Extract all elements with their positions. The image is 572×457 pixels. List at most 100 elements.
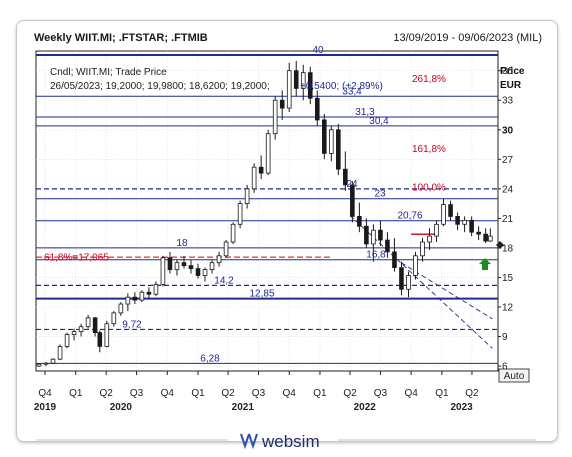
candle-body-32 — [258, 166, 264, 174]
candle-body-22 — [188, 265, 194, 269]
up-arrow-icon — [479, 258, 491, 270]
candle-11 — [111, 310, 117, 327]
x-year-label-1: 2020 — [110, 402, 133, 413]
candle-5 — [71, 328, 77, 341]
level-label-4: 24 — [346, 179, 358, 190]
candle-17 — [153, 281, 159, 297]
candle-22 — [188, 259, 194, 274]
candle-33 — [265, 129, 271, 176]
candle-body-19 — [167, 257, 173, 270]
fib-label-2: 100,0% — [412, 182, 446, 193]
x-tick-label-12: Q4 — [404, 388, 418, 399]
level-label-10: 12,85 — [249, 289, 274, 300]
x-tick-label-13: Q1 — [435, 388, 449, 399]
candle-27 — [223, 240, 229, 258]
x-tick-label-4: Q4 — [161, 388, 175, 399]
candle-14 — [132, 292, 138, 305]
x-tick-label-3: Q3 — [130, 388, 144, 399]
candle-body-42 — [329, 129, 334, 154]
y-tick-label-9: 9 — [502, 332, 508, 343]
candle-body-39 — [307, 72, 313, 99]
candle-body-59 — [448, 204, 453, 217]
candle-12 — [118, 302, 124, 316]
y-tick-label-10: 6 — [502, 362, 508, 373]
candle-body-0 — [36, 363, 42, 367]
candle-26 — [216, 251, 222, 267]
candle-body-21 — [181, 262, 187, 267]
candle-35 — [279, 90, 285, 120]
candle-43 — [336, 123, 341, 176]
candle-body-45 — [350, 184, 355, 217]
candle-body-2 — [50, 358, 56, 364]
candle-42 — [329, 125, 334, 162]
candle-40 — [314, 90, 320, 126]
level-label-8: 16,8 — [366, 250, 386, 261]
candle-25 — [209, 259, 215, 274]
candle-body-20 — [174, 262, 180, 270]
candle-body-11 — [111, 312, 117, 325]
level-label-1: 33,4 — [342, 86, 362, 97]
level-label-3: 30,4 — [369, 116, 389, 127]
x-tick-label-1: Q1 — [69, 388, 83, 399]
candle-body-7 — [85, 317, 91, 328]
level-label-2: 31,3 — [355, 107, 375, 118]
x-tick-label-9: Q1 — [313, 388, 327, 399]
candle-34 — [272, 96, 278, 140]
candle-body-8 — [92, 317, 98, 334]
price-axis-label: Price — [500, 66, 525, 77]
candle-30 — [244, 184, 250, 209]
y-tick-label-6: 18 — [502, 243, 514, 254]
x-year-label-2: 2021 — [232, 402, 255, 413]
candle-59 — [448, 200, 453, 221]
candle-body-29 — [237, 203, 243, 225]
candle-body-38 — [300, 72, 306, 89]
candle-8 — [92, 316, 98, 337]
websim-logo-icon — [240, 433, 258, 450]
y-tick-label-8: 12 — [502, 303, 514, 314]
y-tick-label-1: 33 — [502, 96, 514, 107]
candle-body-6 — [78, 326, 84, 333]
candle-body-16 — [146, 291, 152, 295]
candle-13 — [125, 293, 131, 311]
level-label-11: 9,72 — [122, 319, 142, 330]
candle-55 — [420, 238, 425, 262]
auto-scale-button[interactable]: Auto — [498, 368, 530, 383]
x-tick-label-2: Q2 — [99, 388, 113, 399]
x-year-label-4: 2023 — [450, 402, 473, 413]
candle-body-17 — [153, 283, 159, 295]
level-labels: 40 33,4 31,330,4 24 23 20,76 18 16,8 14,2 12,85 9,… — [44, 45, 446, 364]
candle-31 — [251, 163, 257, 193]
series-info: Cndl; WIIT.MI; Trade Price — [50, 67, 167, 78]
candle-51 — [392, 238, 397, 272]
last-candle-values: 26/05/2023; 19,2000; 19,9800; 18,6200; 1… — [50, 81, 270, 92]
candle-body-24 — [202, 269, 208, 276]
x-tick-label-0: Q4 — [38, 388, 52, 399]
level-label-9: 14,2 — [214, 275, 234, 286]
candle-57 — [434, 220, 439, 243]
candle-body-41 — [321, 119, 327, 154]
candlesticks — [36, 60, 493, 368]
level-label-6: 20,76 — [397, 211, 422, 222]
candle-20 — [174, 259, 180, 276]
candle-body-60 — [455, 216, 460, 225]
candle-body-23 — [195, 268, 201, 276]
candle-body-1 — [43, 362, 49, 365]
fib-label-0: 261,8% — [412, 74, 446, 85]
y-axis-ticks: 36 33 30 27 24 21 18 15 12 9 6 — [498, 66, 514, 373]
candle-32 — [258, 155, 264, 179]
candle-62 — [469, 216, 474, 237]
x-tick-label-6: Q2 — [221, 388, 235, 399]
candle-53 — [406, 271, 411, 298]
candle-body-36 — [286, 70, 292, 109]
candle-0 — [36, 363, 42, 368]
candle-body-64 — [483, 233, 488, 242]
candle-38 — [300, 64, 306, 101]
level-label-12: 6,28 — [200, 353, 220, 364]
candle-body-43 — [336, 129, 341, 170]
candle-body-48 — [371, 229, 376, 245]
candle-body-31 — [251, 166, 257, 190]
y-tick-label-0: 36 — [502, 66, 514, 77]
date-range: 13/09/2019 - 09/06/2023 (MIL) — [393, 32, 542, 44]
candle-2 — [50, 358, 56, 365]
